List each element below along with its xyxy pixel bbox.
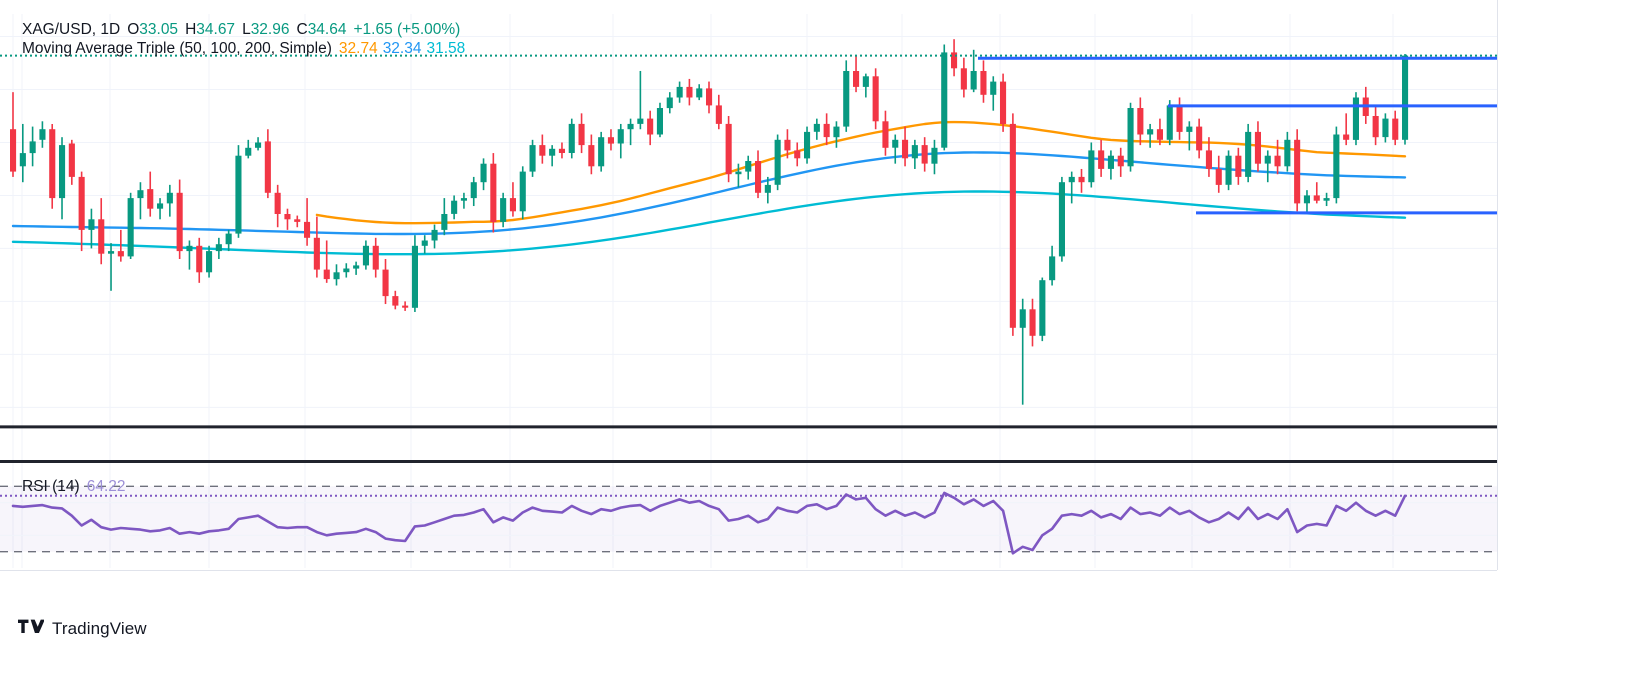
ma-indicator-title: Moving Average Triple (50, 100, 200, Sim… (22, 40, 332, 57)
ma50-value: 32.74 (338, 40, 378, 57)
time-axis[interactable] (0, 570, 1497, 608)
rsi-legend[interactable]: RSI (14) 64.22 (22, 478, 126, 496)
rsi-title: RSI (14) (22, 478, 80, 495)
symbol-label: XAG/USD, 1D (22, 21, 121, 38)
ma100-value: 32.34 (382, 40, 422, 57)
high-value: 34.67 (196, 21, 236, 38)
close-value: 34.64 (307, 21, 347, 38)
change-value: +1.65 (+5.00%) (353, 21, 461, 38)
legend-ma-row[interactable]: Moving Average Triple (50, 100, 200, Sim… (22, 39, 465, 58)
low-label: L (242, 21, 251, 38)
price-axis[interactable]: 35.0034.0033.0032.0031.0030.0029.0028.00… (1497, 0, 1631, 676)
rsi-legend-value: 64.22 (86, 478, 126, 495)
price-axis-divider (1497, 0, 1498, 570)
high-label: H (185, 21, 197, 38)
ma200-value: 31.58 (426, 40, 466, 57)
close-label: C (296, 21, 308, 38)
open-value: 33.05 (139, 21, 179, 38)
legend-ohlc-row[interactable]: XAG/USD, 1D O33.05 H34.67 L32.96 C34.64 +1.65… (22, 20, 465, 39)
low-value: 32.96 (250, 21, 290, 38)
tradingview-label: TradingView (52, 619, 147, 638)
tradingview-branding[interactable]: TradingView (18, 618, 147, 640)
open-label: O (127, 21, 140, 38)
chart-legend: XAG/USD, 1D O33.05 H34.67 L32.96 C34.64 +1.65… (22, 20, 465, 58)
tradingview-logo-icon (18, 618, 45, 640)
pane-separator[interactable] (0, 460, 1497, 463)
time-axis-divider (0, 570, 1631, 571)
